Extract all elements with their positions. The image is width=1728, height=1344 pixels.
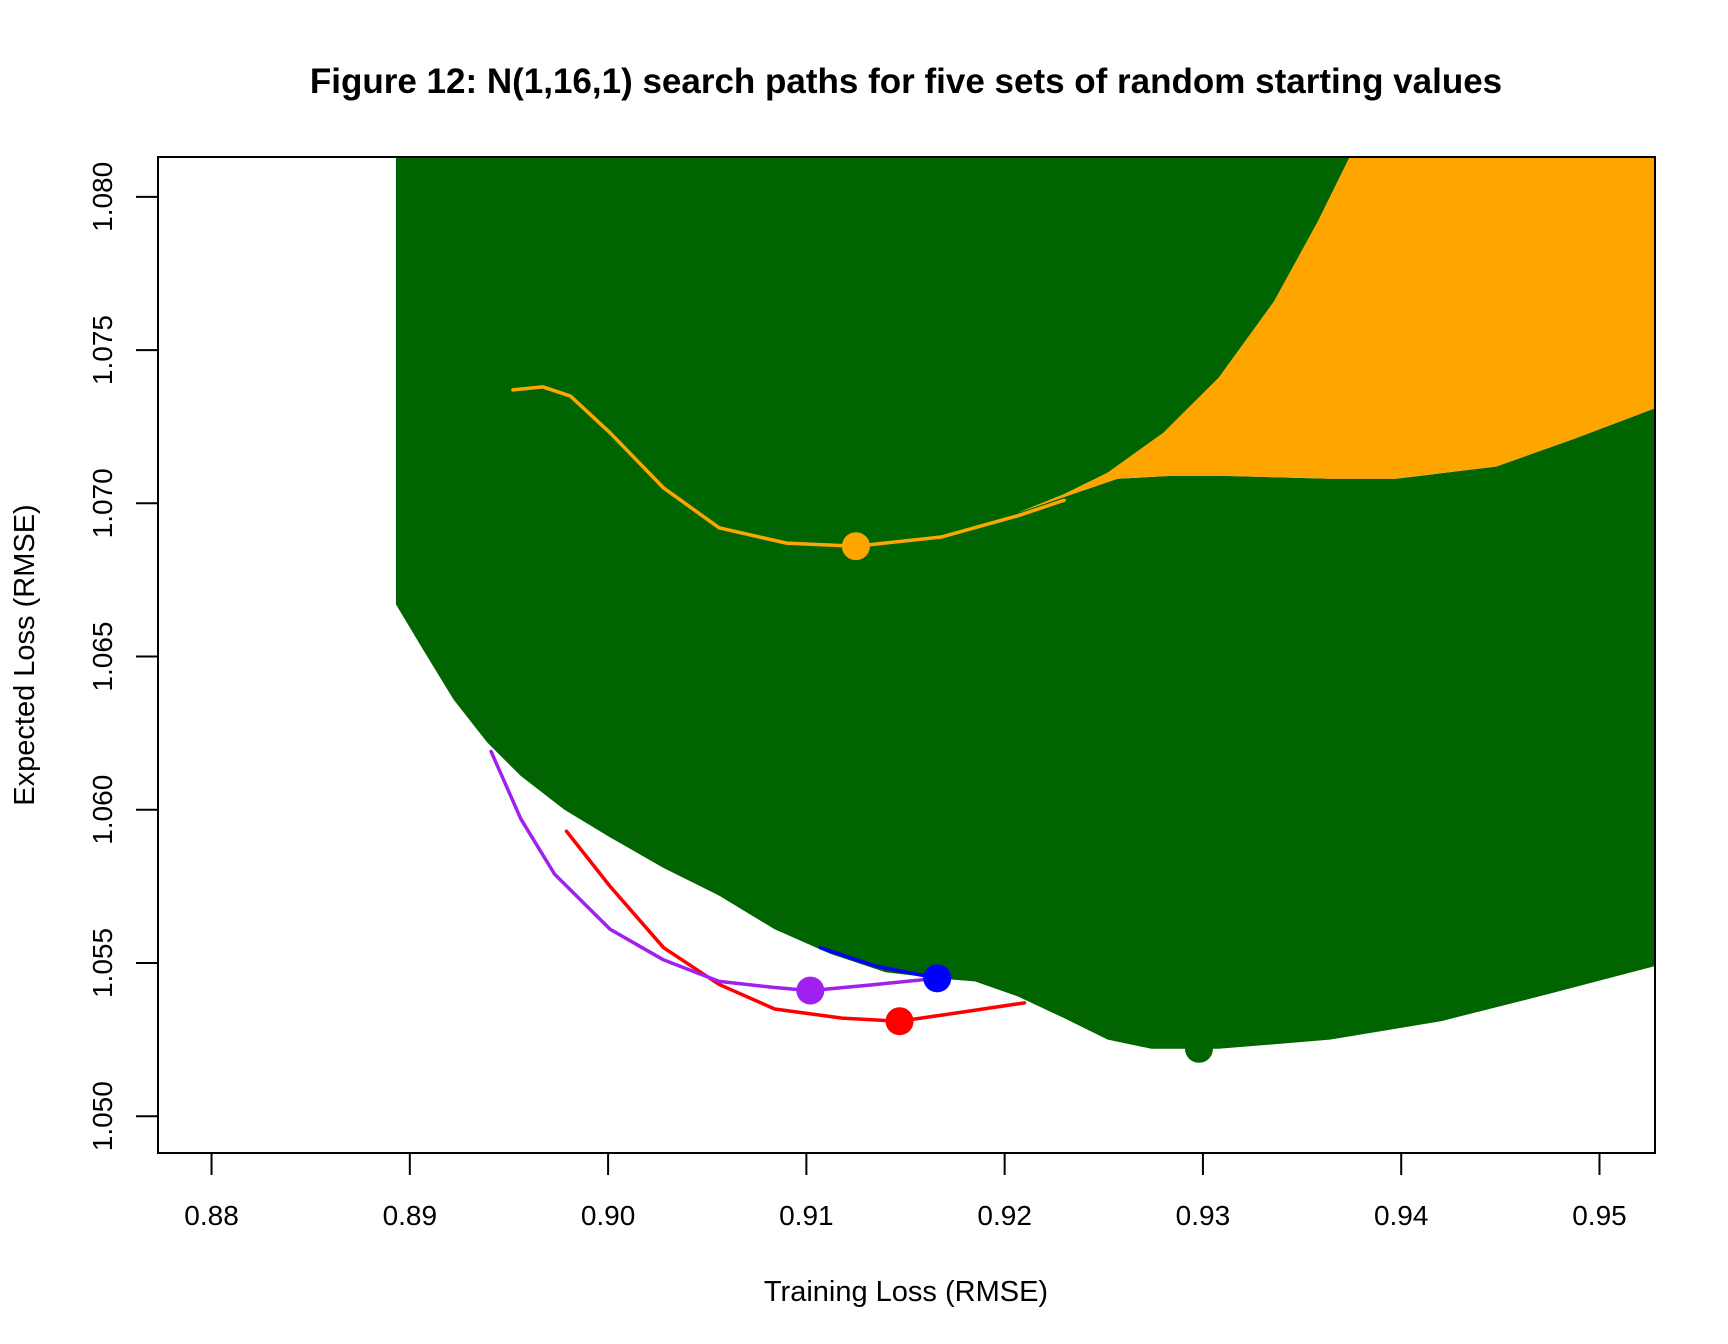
region-green [395, 157, 1655, 1049]
y-tick-label: 1.070 [87, 468, 118, 538]
x-tick-label: 0.89 [383, 1200, 438, 1231]
x-tick-label: 0.90 [581, 1200, 636, 1231]
y-tick-label: 1.065 [87, 621, 118, 691]
y-axis: 1.050 1.055 1.060 1.065 1.070 1.075 1.080 [87, 162, 159, 1151]
endpoint-green [1184, 1034, 1213, 1063]
chart-title: Figure 12: N(1,16,1) search paths for fi… [310, 62, 1502, 101]
path-red [564, 829, 1027, 1023]
path-blue [818, 945, 939, 981]
y-tick-label: 1.075 [87, 315, 118, 385]
endpoint-purple [796, 976, 825, 1005]
y-tick-label: 1.080 [87, 162, 118, 232]
x-tick-label: 0.94 [1374, 1200, 1429, 1231]
x-tick-label: 0.88 [184, 1200, 239, 1231]
plot-area [395, 157, 1655, 1063]
endpoint-orange [841, 532, 870, 561]
x-tick-label: 0.95 [1572, 1200, 1627, 1231]
x-axis-label: Training Loss (RMSE) [764, 1276, 1048, 1308]
y-tick-label: 1.055 [87, 928, 118, 998]
y-tick-label: 1.050 [87, 1081, 118, 1151]
path-purple [489, 749, 939, 993]
x-tick-label: 0.93 [1176, 1200, 1231, 1231]
x-axis: 0.88 0.89 0.90 0.91 0.92 0.93 0.94 0.95 [184, 1152, 1627, 1231]
y-axis-label: Expected Loss (RMSE) [9, 504, 41, 805]
x-tick-label: 0.91 [779, 1200, 834, 1231]
region-orange [1018, 157, 1655, 513]
endpoint-blue [923, 964, 952, 993]
y-tick-label: 1.060 [87, 775, 118, 845]
endpoint-red [885, 1007, 914, 1036]
x-tick-label: 0.92 [977, 1200, 1032, 1231]
path-orange [511, 385, 1066, 548]
